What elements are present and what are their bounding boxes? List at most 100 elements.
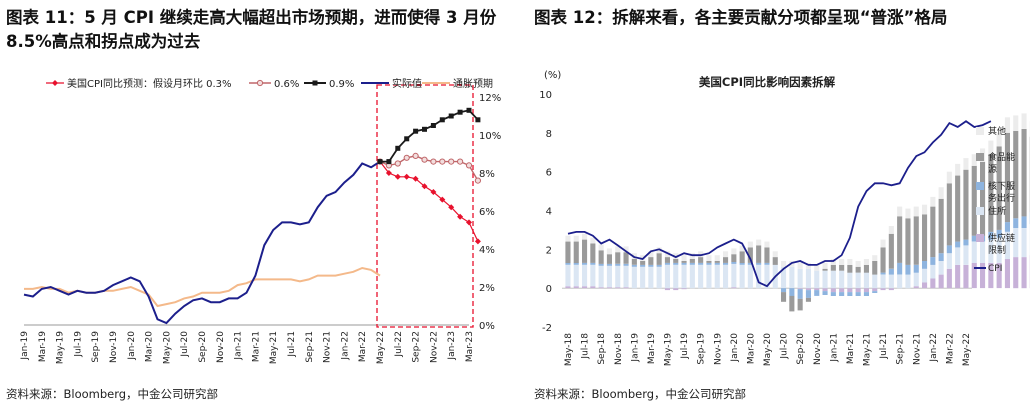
bar-segment-other: [756, 239, 762, 246]
bar-segment-services: [805, 290, 811, 298]
bar-segment-services: [648, 264, 654, 267]
bar-segment-supply: [673, 288, 679, 291]
bar-segment-food: [988, 154, 994, 232]
bar-segment-supply: [623, 287, 629, 289]
x-tick-label: Sep-18: [597, 333, 607, 365]
x-tick-label: Mar-22: [945, 333, 955, 364]
data-point-p03: [421, 183, 428, 190]
bar-segment-housing: [664, 264, 670, 289]
data-point-p06: [465, 162, 473, 169]
bar-segment-housing: [922, 268, 928, 283]
bar-segment-other: [723, 251, 729, 258]
x-tick-label: Mar-20: [145, 331, 155, 362]
bar-segment-supply: [888, 288, 894, 291]
data-point-p03: [403, 173, 410, 180]
bar-segment-other: [714, 255, 720, 261]
bar-segment-services: [573, 262, 579, 265]
legend-label-p06: 0.6%: [274, 79, 299, 90]
bar-segment-supply: [731, 287, 737, 289]
bar-segment-food: [946, 183, 952, 246]
bar-segment-other: [946, 171, 952, 184]
bar-segment-services: [623, 263, 629, 266]
bar-segment-food: [905, 218, 911, 265]
y-tick-label: 0%: [479, 321, 495, 332]
bar-segment-housing: [946, 253, 952, 269]
bar-segment-food: [863, 264, 869, 273]
bar-segment-other: [606, 248, 612, 255]
bar-segment-other: [656, 247, 662, 254]
bar-segment-supply: [681, 288, 687, 290]
bar-segment-food: [963, 169, 969, 240]
legend-swatch-services: [976, 182, 984, 190]
legend-label-actual: 实际值: [392, 77, 422, 90]
bar-segment-food: [656, 253, 662, 265]
bar-segment-food: [830, 264, 836, 271]
bar-segment-food: [739, 251, 745, 263]
bar-segment-supply: [872, 288, 878, 292]
x-tick-label: Nov-19: [109, 331, 119, 363]
bar-segment-supply: [971, 262, 977, 289]
bar-segment-other: [938, 187, 944, 199]
bar-segment-services: [822, 291, 828, 295]
bar-segment-other: [1004, 117, 1010, 133]
bar-segment-food: [938, 198, 944, 254]
bar-segment-other: [922, 204, 928, 215]
legend-label-expect: 通胀预期: [453, 78, 493, 90]
bar-segment-housing: [1013, 228, 1019, 258]
bar-segment-services: [888, 268, 894, 275]
data-point-p06: [439, 158, 446, 165]
bar-segment-other: [565, 235, 571, 242]
bar-segment-housing: [797, 268, 803, 289]
bar-segment-housing: [938, 261, 944, 275]
bar-segment-services: [706, 262, 712, 265]
bar-segment-services: [955, 241, 961, 248]
bar-segment-other: [706, 255, 712, 261]
bar-segment-food: [781, 292, 787, 302]
bar-segment-supply: [590, 286, 596, 289]
bar-segment-housing: [573, 264, 579, 287]
y-tick-label: 12%: [479, 93, 501, 104]
bar-segment-services: [855, 292, 861, 296]
bar-segment-housing: [789, 266, 795, 289]
data-point-p03: [385, 170, 392, 176]
bar-segment-services: [814, 290, 820, 296]
data-point-p06: [394, 160, 401, 167]
bar-segment-housing: [1004, 231, 1010, 260]
bar-segment-other: [822, 262, 828, 269]
bar-segment-food: [598, 250, 604, 264]
bar-segment-housing: [623, 265, 629, 288]
bar-segment-housing: [930, 264, 936, 279]
x-tick-label: Sep-21: [305, 331, 315, 363]
bar-segment-services: [582, 262, 588, 265]
data-point-p06: [448, 158, 455, 165]
bar-segment-food: [747, 247, 753, 263]
bar-segment-housing: [673, 264, 679, 289]
bar-segment-food: [955, 175, 961, 242]
bar-segment-other: [955, 163, 961, 176]
x-tick-label: Jan-22: [340, 331, 350, 361]
left-figure-title: 图表 11：5 月 CPI 继续走高大幅超出市场预期，进而使得 3 月份 8.5…: [6, 8, 497, 51]
x-tick-label: May-18: [564, 333, 574, 366]
series-line-actual: [23, 160, 381, 325]
bar-segment-other: [996, 132, 1002, 147]
bar-segment-services: [731, 262, 737, 264]
bar-segment-food: [880, 247, 886, 273]
bar-segment-food: [689, 259, 695, 263]
bar-segment-housing: [640, 266, 646, 289]
bar-segment-supply: [664, 288, 670, 291]
data-point-p03: [474, 238, 481, 245]
x-tick-label: Nov-19: [713, 333, 723, 365]
data-point-p03: [430, 189, 437, 195]
bar-segment-food: [847, 264, 853, 273]
x-tick-label: Mar-19: [38, 331, 48, 362]
bar-segment-services: [781, 288, 787, 293]
bar-segment-food: [681, 261, 687, 263]
x-tick-label: Sep-21: [896, 333, 906, 365]
legend-label-food: 食品能: [988, 151, 1015, 163]
bar-segment-housing: [648, 266, 654, 289]
bar-segment-food: [756, 245, 762, 263]
bar-segment-housing: [656, 266, 662, 289]
data-point-p03: [394, 173, 401, 180]
bar-segment-housing: [739, 264, 745, 289]
